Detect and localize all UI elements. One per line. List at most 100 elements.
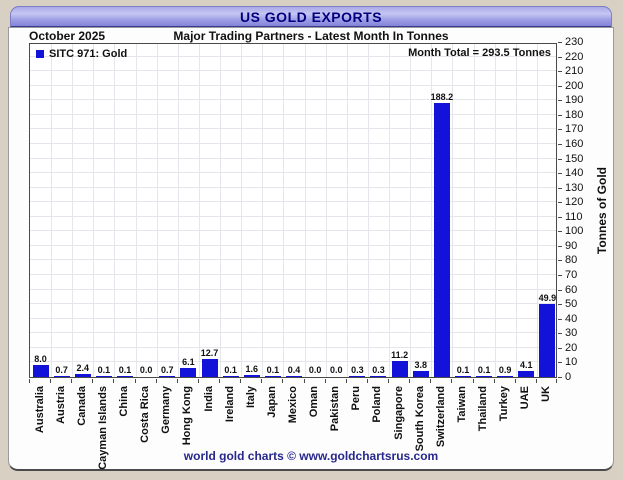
gridline xyxy=(30,303,556,305)
bar-Germany xyxy=(159,375,176,377)
gridline xyxy=(30,113,556,115)
x-tick xyxy=(92,379,94,383)
y-tick-label: 190 xyxy=(565,94,584,107)
chart-panel: October 2025 Major Trading Partners - La… xyxy=(8,27,614,471)
y-tick xyxy=(558,304,562,306)
y-tick xyxy=(558,289,562,291)
y-tick-label: 100 xyxy=(565,225,584,238)
bar-value-label: 0.7 xyxy=(161,364,174,375)
bar-UAE xyxy=(518,371,535,377)
y-tick xyxy=(558,362,562,364)
y-tick-label: 180 xyxy=(565,108,584,121)
x-tick xyxy=(113,379,115,383)
x-axis-labels: Australia Austria Canada Cayman Islands Chin… xyxy=(29,379,557,471)
y-tick xyxy=(558,245,562,247)
bar-Italy xyxy=(243,374,260,377)
gridline xyxy=(177,44,179,377)
y-tick-label: 130 xyxy=(565,181,584,194)
y-tick xyxy=(558,100,562,102)
y-axis: 0 10 20 30 40 50 60 70 80 90 100 110 120 130 140 150 160… xyxy=(558,37,590,383)
bar-value-label: 0.7 xyxy=(55,364,68,375)
x-tick xyxy=(556,379,557,383)
y-tick-label: 50 xyxy=(565,298,578,311)
x-tick xyxy=(472,379,474,383)
gridline xyxy=(30,244,556,246)
y-tick-label: 70 xyxy=(565,269,578,282)
bar-value-label: 188.2 xyxy=(430,91,454,102)
y-tick-label: 160 xyxy=(565,137,584,150)
y-tick-label: 140 xyxy=(565,167,584,180)
chart-title: US GOLD EXPORTS xyxy=(239,8,383,25)
gridline xyxy=(30,70,556,72)
bar-value-label: 0.3 xyxy=(351,365,364,375)
gridline xyxy=(30,230,556,232)
gridline xyxy=(389,44,391,377)
x-tick xyxy=(409,379,411,383)
gridline xyxy=(30,361,556,363)
bar-Poland xyxy=(370,376,387,377)
gridline xyxy=(30,201,556,203)
bar-value-label: 0.0 xyxy=(308,365,322,375)
gridline xyxy=(30,99,556,101)
gridline xyxy=(220,44,222,377)
chart-subtitle: Major Trading Partners - Latest Month In… xyxy=(173,29,449,43)
bar-value-label: 0.4 xyxy=(287,365,301,375)
period-label: October 2025 xyxy=(29,29,106,43)
y-tick-label: 230 xyxy=(565,36,584,48)
bar-India xyxy=(201,358,218,377)
y-tick xyxy=(558,275,562,277)
y-tick-label: 20 xyxy=(565,341,578,354)
bar-value-label: 0.1 xyxy=(456,365,470,375)
gridline xyxy=(325,44,327,377)
x-tick xyxy=(197,379,199,383)
bar-Ireland xyxy=(222,376,239,377)
y-tick xyxy=(558,114,562,116)
bar-value-label: 6.1 xyxy=(182,357,195,368)
gridline xyxy=(536,44,538,377)
y-tick-label: 200 xyxy=(565,79,584,92)
x-tick xyxy=(535,379,537,383)
bar-value-label: 0.3 xyxy=(372,365,385,375)
x-tick xyxy=(219,379,221,383)
bar-South Korea xyxy=(412,371,429,377)
y-tick xyxy=(558,318,562,320)
x-tick xyxy=(29,379,30,383)
bar-China xyxy=(117,376,134,377)
bar-UK xyxy=(539,304,556,377)
x-tick xyxy=(451,379,453,383)
x-tick xyxy=(71,379,73,383)
gridline xyxy=(30,128,556,130)
bar-value-label: 0.1 xyxy=(97,365,111,375)
y-tick-label: 110 xyxy=(565,210,583,223)
x-tick xyxy=(176,379,178,383)
x-tick xyxy=(514,379,516,383)
month-total-annotation: Month Total = 293.5 Tonnes xyxy=(408,47,551,59)
gridline xyxy=(30,332,556,334)
y-tick xyxy=(558,216,562,218)
y-tick-label: 80 xyxy=(565,254,578,267)
y-tick xyxy=(558,333,562,335)
y-tick-label: 210 xyxy=(565,65,584,78)
bar-Canada xyxy=(74,373,91,377)
bar-value-label: 49.9 xyxy=(538,293,557,304)
legend: SITC 971: Gold xyxy=(36,48,127,60)
bar-Hong Kong xyxy=(180,368,197,377)
y-tick xyxy=(558,56,562,58)
bar-Peru xyxy=(349,376,366,377)
x-tick xyxy=(282,379,284,383)
gridline xyxy=(473,44,475,377)
y-tick xyxy=(558,377,562,378)
x-tick xyxy=(261,379,263,383)
y-tick xyxy=(558,187,562,189)
y-tick-label: 150 xyxy=(565,152,584,165)
gridline xyxy=(72,44,74,377)
gridline xyxy=(494,44,496,377)
bar-Australia xyxy=(32,365,49,377)
bar-value-label: 4.1 xyxy=(520,360,533,371)
bar-value-label: 8.0 xyxy=(34,354,47,365)
x-tick xyxy=(303,379,305,383)
gridline xyxy=(30,84,556,86)
bar-value-label: 1.6 xyxy=(245,363,258,374)
gridline xyxy=(30,259,556,261)
